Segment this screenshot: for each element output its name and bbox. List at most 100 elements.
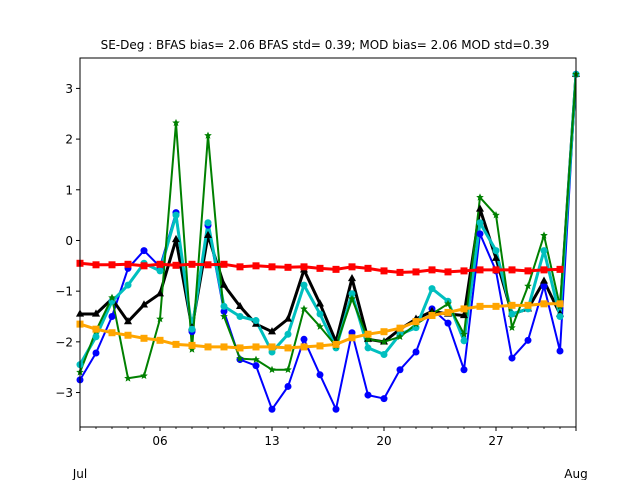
data-point — [300, 263, 308, 271]
data-point — [236, 313, 244, 321]
data-point — [460, 267, 468, 275]
data-point — [108, 313, 116, 321]
data-point — [396, 268, 404, 276]
data-point — [268, 365, 276, 373]
data-point — [380, 337, 388, 346]
data-point — [444, 308, 452, 316]
data-point — [540, 300, 548, 308]
data-point — [172, 340, 180, 348]
data-point — [556, 265, 564, 273]
x-month-label: Aug — [564, 467, 587, 480]
data-point — [188, 325, 196, 333]
data-point — [108, 329, 116, 337]
data-point — [140, 334, 148, 342]
data-point — [92, 325, 100, 333]
data-point — [300, 335, 308, 343]
data-point — [316, 342, 324, 350]
data-point — [220, 307, 228, 315]
data-point — [124, 260, 132, 268]
data-point — [123, 317, 133, 325]
data-point — [283, 314, 293, 322]
data-point — [508, 266, 516, 274]
data-point — [460, 330, 468, 338]
data-point — [348, 290, 356, 298]
data-point — [204, 261, 212, 269]
data-point — [492, 302, 500, 310]
data-point — [316, 371, 324, 379]
data-point — [156, 267, 164, 275]
data-point — [460, 305, 468, 313]
data-point — [284, 344, 292, 352]
data-point — [91, 309, 101, 317]
data-point — [347, 273, 357, 282]
data-point — [171, 234, 181, 243]
data-point — [396, 332, 404, 340]
marker-layer — [75, 69, 581, 413]
data-point — [364, 344, 372, 352]
x-axis: 06 13 20 27 Jul Aug — [72, 427, 588, 480]
data-point — [140, 262, 148, 270]
data-point — [92, 261, 100, 269]
data-point — [156, 336, 164, 344]
data-point — [380, 395, 388, 403]
data-point — [124, 331, 132, 339]
data-point — [524, 282, 532, 290]
data-point — [524, 336, 532, 344]
data-point — [460, 337, 468, 345]
data-point — [156, 260, 164, 268]
data-point — [332, 405, 340, 413]
data-point — [476, 266, 484, 274]
data-point — [540, 282, 548, 290]
data-point — [459, 310, 469, 319]
data-point — [508, 323, 516, 331]
data-point — [108, 261, 116, 269]
data-point — [348, 263, 356, 271]
data-point — [252, 262, 260, 270]
data-point — [252, 343, 260, 351]
x-month-label: Jul — [72, 467, 87, 480]
data-point — [204, 219, 212, 227]
data-point — [444, 319, 452, 327]
data-point — [316, 322, 324, 330]
data-point — [268, 263, 276, 271]
data-point — [444, 299, 452, 308]
y-tick-label: −3 — [55, 386, 73, 400]
data-point — [508, 301, 516, 309]
data-point — [428, 266, 436, 274]
data-point — [220, 312, 228, 320]
data-point — [476, 230, 484, 238]
series-line-4 — [80, 73, 576, 380]
data-point — [220, 343, 228, 351]
data-point — [412, 318, 420, 326]
data-point — [444, 268, 452, 276]
data-point — [491, 253, 501, 261]
data-point — [92, 349, 100, 357]
data-point — [284, 263, 292, 271]
x-tick-label: 06 — [152, 434, 167, 448]
data-point — [203, 230, 213, 239]
data-point — [412, 268, 420, 276]
data-point — [556, 300, 564, 308]
data-point — [556, 347, 564, 355]
data-point — [540, 266, 548, 274]
x-tick-label: 13 — [264, 434, 279, 448]
data-point — [316, 310, 324, 318]
data-point — [460, 366, 468, 374]
data-point — [140, 247, 148, 255]
data-point — [348, 294, 356, 302]
data-point — [284, 365, 292, 373]
data-point — [475, 204, 485, 212]
data-point — [172, 211, 180, 219]
data-point — [204, 343, 212, 351]
data-point — [380, 328, 388, 336]
data-point — [492, 247, 500, 255]
data-point — [476, 193, 484, 201]
data-point — [252, 362, 260, 370]
data-point — [428, 311, 436, 319]
data-point — [364, 264, 372, 272]
data-point — [92, 333, 100, 341]
series-points-5 — [76, 259, 564, 276]
data-point — [316, 264, 324, 272]
data-point — [284, 382, 292, 390]
